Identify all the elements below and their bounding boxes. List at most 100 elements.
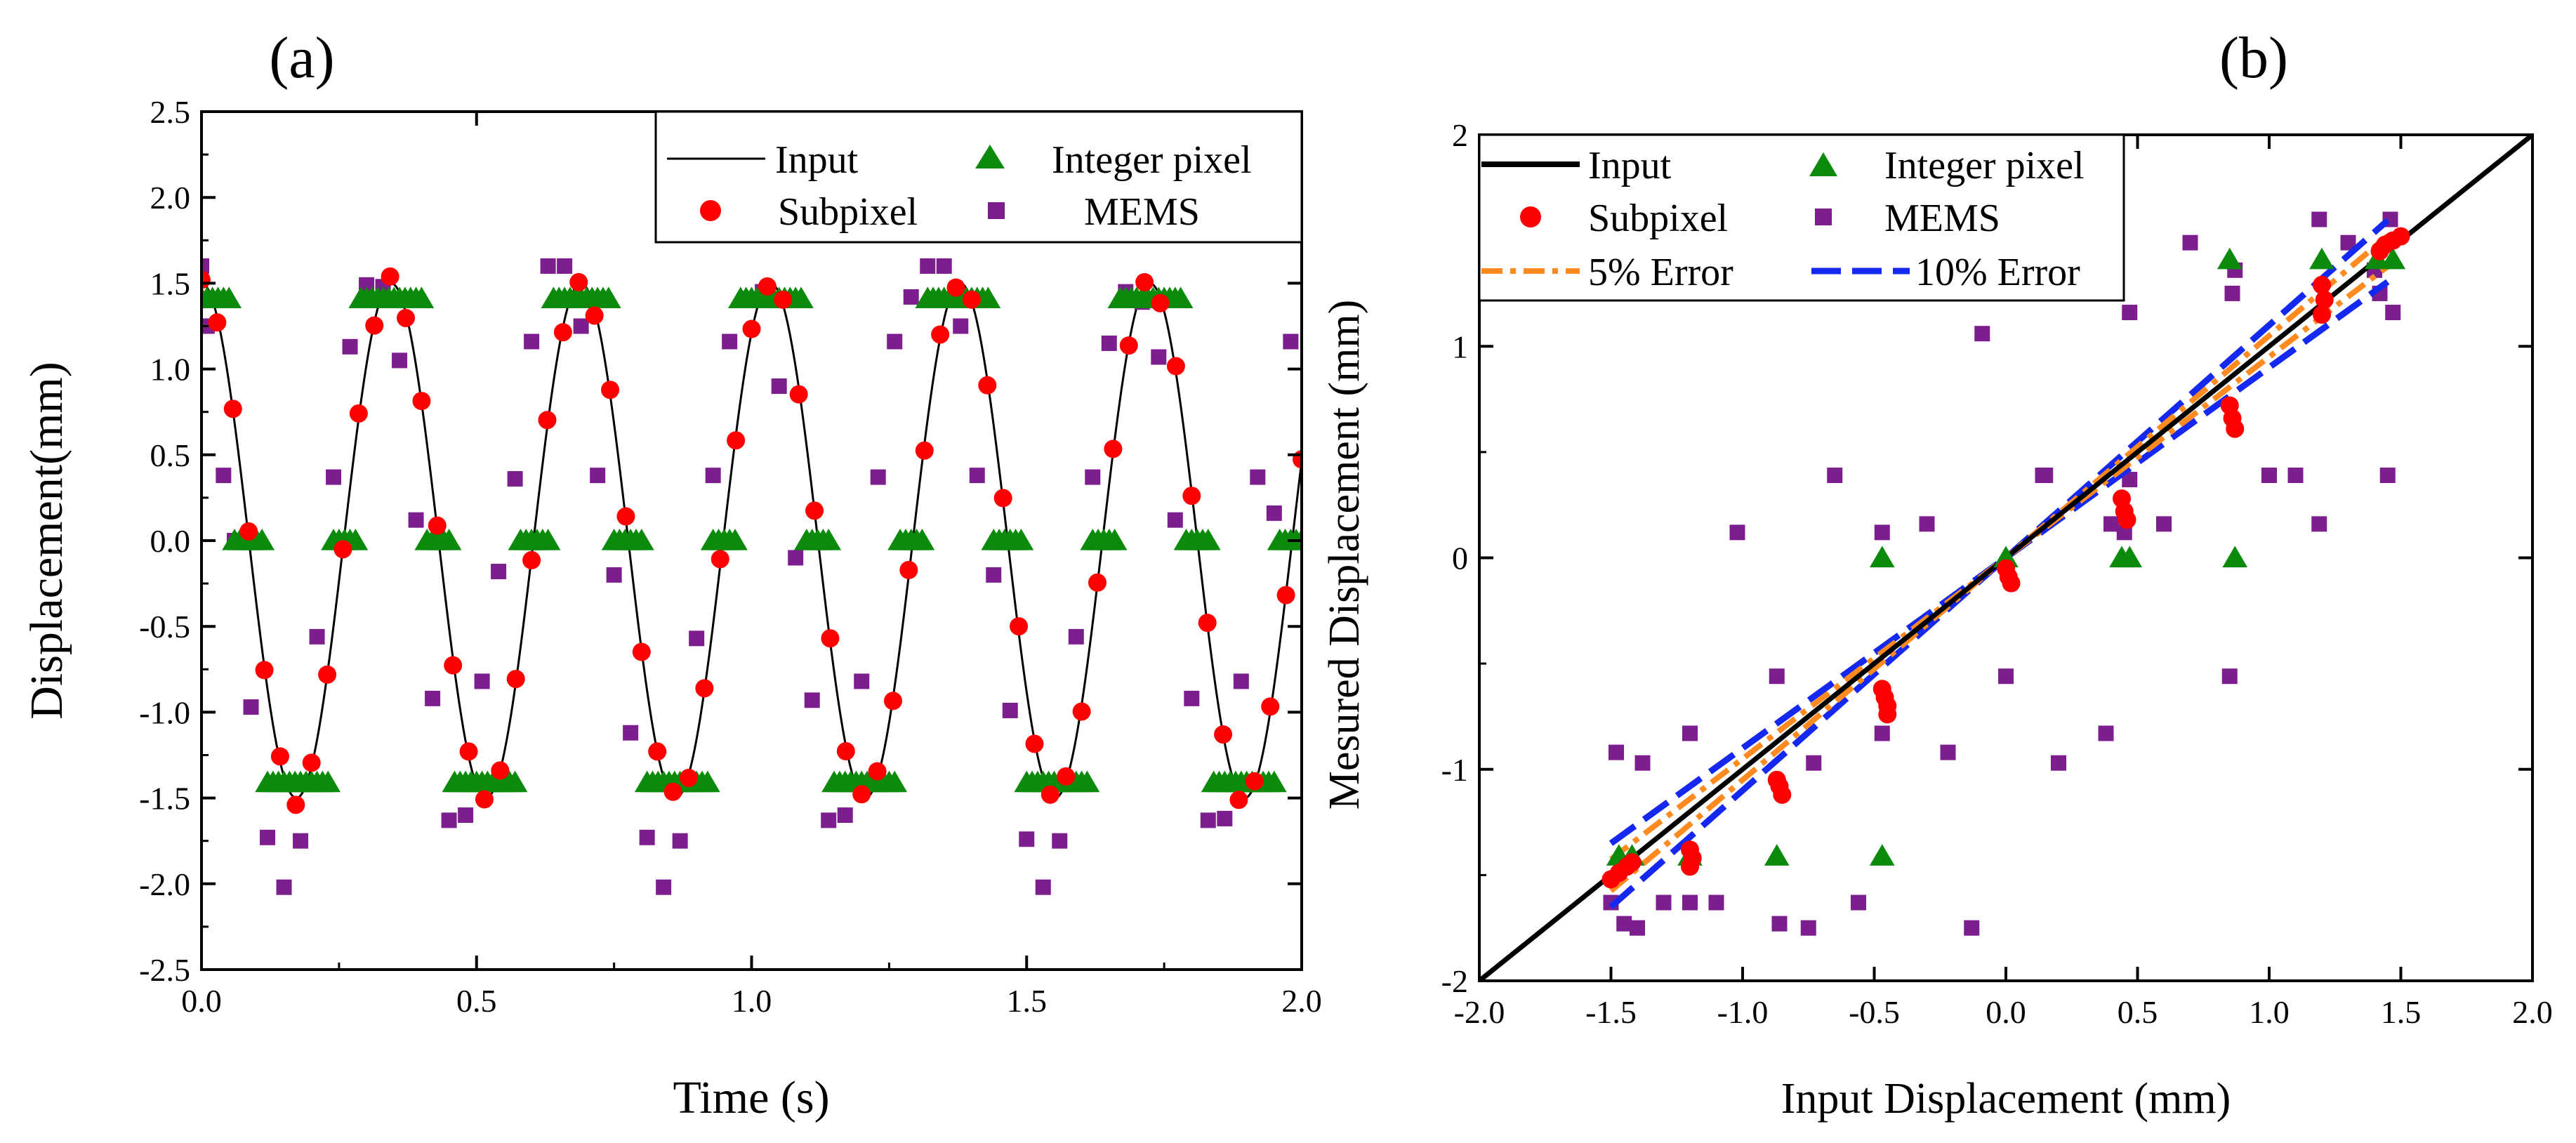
x-tick-label: 0.0 [1986, 994, 2026, 1030]
x-tick-label: 2.0 [1281, 983, 1322, 1019]
subpixel-point [1182, 487, 1201, 506]
subpixel-point [883, 692, 902, 711]
x-tick-label: 1.5 [2381, 994, 2422, 1030]
mems-point [623, 725, 639, 741]
mems-point [771, 378, 787, 395]
y-tick-label: -1.0 [139, 694, 190, 730]
subpixel-point [428, 516, 447, 535]
legend-subpixel-circle-icon [700, 200, 721, 221]
subpixel-point [349, 404, 368, 423]
mems-point [2122, 472, 2138, 488]
integer-pixel-point [2309, 247, 2334, 270]
subpixel-point [1245, 772, 1264, 791]
integer-pixel-point [816, 529, 842, 550]
mems-point [276, 879, 292, 895]
legend-subpixel-label: Subpixel [778, 190, 918, 234]
integer-pixel-point [788, 286, 814, 308]
mems-point [936, 258, 952, 274]
mems-point [953, 318, 969, 334]
mems-point [672, 833, 688, 849]
subpixel-point [302, 753, 321, 772]
mems-point [788, 550, 804, 566]
mems-point [524, 333, 540, 350]
integer-pixel-point [882, 770, 908, 793]
subpixel-point [962, 290, 981, 309]
panel-b-y-axis-title: Mesured Displacement (mm) [1321, 300, 1368, 810]
mems-point [1609, 744, 1624, 760]
mems-point [2224, 285, 2240, 301]
subpixel-point [1041, 785, 1059, 804]
mems-point [243, 699, 259, 715]
subpixel-point [946, 278, 965, 297]
subpixel-point [1681, 857, 1699, 876]
x-tick-label: 0.5 [2118, 994, 2158, 1030]
panel-b-x-axis-title: Input Displacement (mm) [1781, 1075, 2231, 1123]
mems-point [1682, 894, 1698, 911]
mems-point [260, 829, 276, 845]
integer-pixel-point [909, 529, 935, 550]
subpixel-point [1229, 791, 1248, 810]
y-tick-label: -0.5 [139, 609, 190, 645]
subpixel-point [2002, 574, 2021, 593]
subpixel-point [1135, 272, 1154, 291]
x-tick-label: -2.0 [1454, 994, 1505, 1030]
integer-pixel-point [1869, 546, 1895, 568]
legend-b-mems-label: MEMS [1884, 197, 2000, 240]
y-tick-label: 2 [1452, 117, 1468, 153]
y-tick-label: 1 [1452, 329, 1468, 364]
y-tick-label: 2.5 [150, 94, 191, 130]
subpixel-point [1623, 853, 1642, 872]
mems-point [1874, 524, 1890, 541]
panel-b-chart: (b) -2.0 -1.5 -1.0 -0.5 0.0 0.5 1.0 1.5 2.0 -2 -1 0… [1321, 25, 2553, 1123]
subpixel-point [412, 392, 431, 411]
integer-pixel-point [315, 770, 341, 793]
subpixel-point [381, 267, 399, 286]
mems-point [1729, 524, 1745, 541]
integer-pixel-point [975, 286, 1001, 308]
subpixel-point [616, 507, 635, 526]
y-tick-label: -2.0 [139, 866, 190, 902]
5pct-error-lower-line [1609, 264, 2390, 861]
y-tick-label: 2.0 [150, 180, 191, 216]
subpixel-point [2315, 290, 2334, 309]
mems-point [969, 468, 985, 484]
mems-point [1708, 894, 1724, 911]
x-tick-label: 1.5 [1007, 983, 1048, 1019]
legend-integer-pixel-triangle-icon [975, 145, 1005, 169]
mems-point [837, 807, 853, 824]
legend-b-input-label: Input [1588, 144, 1672, 187]
x-tick-label: -1.5 [1585, 994, 1637, 1030]
integer-pixel-point [1195, 529, 1221, 550]
panel-a-legend: Input Integer pixel Subpixel MEMS [654, 110, 1303, 244]
legend-b-integer-pixel-triangle-icon [1809, 152, 1837, 176]
subpixel-point [2226, 419, 2245, 438]
subpixel-point [333, 540, 352, 559]
subpixel-point [1773, 785, 1792, 804]
integer-pixel-point [1074, 770, 1100, 793]
y-tick-label: 0 [1452, 541, 1468, 576]
mems-point [2051, 755, 2066, 771]
subpixel-point [1119, 336, 1138, 355]
subpixel-point [553, 323, 572, 342]
subpixel-point [1088, 573, 1107, 592]
legend-b-subpixel-circle-icon [1520, 206, 1541, 227]
mems-point [1085, 469, 1101, 485]
mems-point [821, 812, 837, 828]
mems-point [1634, 755, 1651, 771]
mems-point [590, 468, 606, 484]
mems-point [1233, 673, 1249, 689]
subpixel-point [208, 313, 227, 332]
y-tick-label: 1.5 [150, 265, 191, 301]
panel-a-legend-box [654, 110, 1303, 244]
panel-a-x-axis-title: Time (s) [673, 1072, 829, 1123]
mems-point [2311, 516, 2327, 532]
integer-pixel-point [1764, 844, 1790, 866]
panel-b-ticks: -2.0 -1.5 -1.0 -0.5 0.0 0.5 1.0 1.5 2.0 -2 -1 0 1 2 [1441, 117, 2553, 1030]
mems-point [656, 879, 672, 895]
subpixel-point [601, 381, 620, 399]
integer-pixel-point [1261, 770, 1287, 793]
mems-point [2379, 468, 2396, 484]
subpixel-point [1261, 697, 1280, 716]
integer-pixel-point [2117, 546, 2143, 568]
panel-b-label: (b) [2219, 25, 2288, 91]
